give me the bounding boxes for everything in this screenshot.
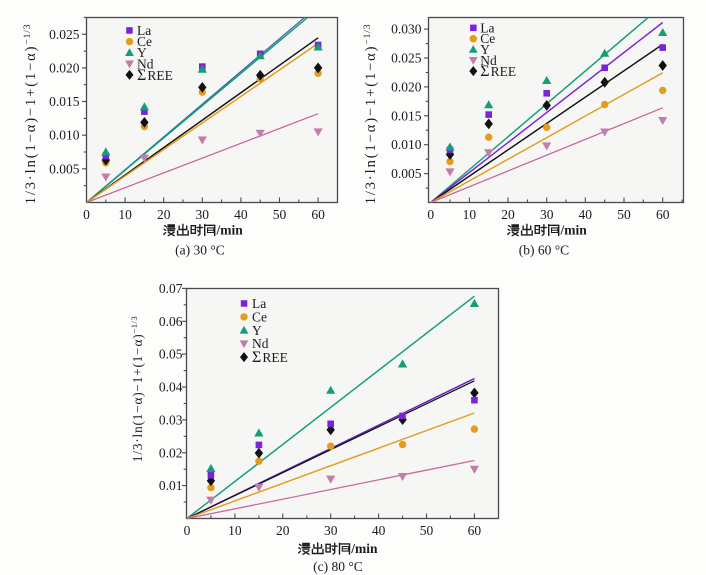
svg-text:10: 10	[228, 523, 242, 538]
svg-text:Y: Y	[480, 42, 490, 57]
svg-text:0.030: 0.030	[391, 22, 422, 37]
svg-text:Y: Y	[252, 323, 262, 338]
svg-text:0.04: 0.04	[159, 380, 183, 395]
svg-text:30: 30	[196, 207, 210, 222]
svg-text:Ce: Ce	[480, 31, 495, 46]
svg-text:0.01: 0.01	[159, 478, 183, 493]
svg-text:La: La	[137, 23, 151, 38]
svg-text:0.025: 0.025	[391, 51, 422, 66]
svg-text:1/3·ln(1−α)−1+(1−α)−1/3: 1/3·ln(1−α)−1+(1−α)−1/3	[129, 316, 145, 462]
svg-text:0.02: 0.02	[159, 445, 183, 460]
svg-text:50: 50	[617, 207, 631, 222]
svg-text:0.005: 0.005	[391, 166, 422, 181]
svg-text:0.025: 0.025	[49, 27, 80, 42]
svg-text:0.07: 0.07	[159, 281, 183, 296]
svg-text:0.06: 0.06	[159, 314, 183, 329]
svg-text:50: 50	[273, 207, 287, 222]
svg-text:0.020: 0.020	[49, 60, 80, 75]
svg-text:0: 0	[427, 207, 434, 222]
svg-text:0: 0	[83, 207, 90, 222]
svg-text:30: 30	[324, 523, 338, 538]
svg-text:0.03: 0.03	[159, 412, 183, 427]
svg-text:20: 20	[276, 523, 290, 538]
svg-text:40: 40	[234, 207, 248, 222]
svg-text:ΣREE: ΣREE	[137, 67, 173, 84]
svg-text:30: 30	[540, 207, 554, 222]
svg-text:60: 60	[311, 207, 325, 222]
svg-text:0.010: 0.010	[391, 137, 422, 152]
svg-text:20: 20	[157, 207, 171, 222]
svg-text:0.010: 0.010	[49, 128, 80, 143]
svg-text:0.005: 0.005	[49, 161, 80, 176]
svg-text:/min: /min	[216, 223, 244, 238]
svg-text:Ce: Ce	[137, 34, 152, 49]
svg-text:0.015: 0.015	[391, 108, 422, 123]
svg-text:1/3·ln(1−α)−1+(1−α)−1/3: 1/3·ln(1−α)−1+(1−α)−1/3	[362, 24, 379, 205]
svg-text:1/3·ln(1−α)−1+(1−α)−1/3: 1/3·ln(1−α)−1+(1−α)−1/3	[22, 24, 39, 205]
svg-text:La: La	[252, 296, 266, 311]
svg-text:0.05: 0.05	[159, 347, 183, 362]
svg-text:20: 20	[501, 207, 515, 222]
svg-text:40: 40	[579, 207, 593, 222]
svg-text:Y: Y	[137, 45, 147, 60]
svg-text:60: 60	[656, 207, 670, 222]
svg-text:10: 10	[118, 207, 132, 222]
svg-text:40: 40	[372, 523, 386, 538]
svg-text:0: 0	[184, 523, 191, 538]
svg-text:10: 10	[463, 207, 477, 222]
svg-text:Nd: Nd	[137, 56, 154, 71]
svg-text:Ce: Ce	[252, 309, 267, 324]
svg-text:0.015: 0.015	[49, 94, 80, 109]
svg-text:Nd: Nd	[480, 53, 497, 68]
svg-text:(b) 60 °C: (b) 60 °C	[519, 243, 569, 258]
svg-text:60: 60	[468, 523, 482, 538]
svg-text:50: 50	[420, 523, 434, 538]
svg-text:La: La	[480, 20, 494, 35]
svg-text:ΣREE: ΣREE	[252, 349, 288, 366]
svg-text:Nd: Nd	[252, 336, 269, 351]
svg-text:(a) 30 °C: (a) 30 °C	[175, 243, 225, 258]
svg-text:ΣREE: ΣREE	[480, 63, 516, 80]
svg-text:/min: /min	[350, 541, 378, 556]
svg-text:/min: /min	[560, 223, 588, 238]
svg-text:0.020: 0.020	[391, 79, 422, 94]
svg-text:(c) 80 °C: (c) 80 °C	[313, 559, 363, 574]
